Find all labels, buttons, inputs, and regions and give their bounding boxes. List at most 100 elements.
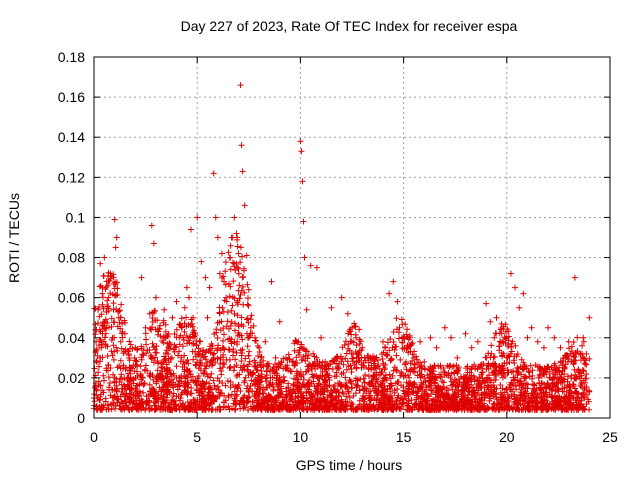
- data-point: [440, 399, 447, 406]
- data-point: [152, 349, 159, 356]
- data-point: [239, 253, 246, 260]
- data-point: [546, 374, 553, 381]
- data-point: [475, 363, 482, 370]
- data-point: [254, 343, 261, 350]
- data-point: [297, 369, 304, 376]
- data-point: [238, 357, 245, 364]
- data-point: [111, 292, 118, 299]
- data-point: [254, 391, 261, 398]
- data-point: [151, 308, 158, 315]
- data-point: [301, 345, 308, 352]
- data-point: [278, 383, 285, 390]
- data-point: [289, 397, 296, 404]
- data-point: [129, 345, 136, 352]
- data-point: [216, 365, 223, 372]
- data-point: [546, 385, 553, 392]
- data-point: [368, 362, 375, 369]
- data-point: [281, 398, 288, 405]
- data-point: [267, 368, 274, 375]
- data-point: [214, 355, 221, 362]
- data-point: [273, 397, 280, 404]
- data-point: [298, 341, 305, 348]
- data-point: [138, 396, 145, 403]
- data-point: [187, 322, 194, 329]
- data-point: [464, 406, 471, 413]
- data-point: [522, 374, 529, 381]
- data-point: [431, 405, 438, 412]
- data-point: [516, 304, 523, 311]
- data-point: [393, 343, 400, 350]
- data-point: [371, 365, 378, 372]
- data-point: [238, 142, 245, 149]
- data-point: [228, 234, 235, 241]
- data-point: [152, 326, 159, 333]
- data-point: [520, 404, 527, 411]
- y-tick-label: 0.06: [58, 290, 85, 306]
- data-point: [230, 367, 237, 374]
- data-point: [183, 314, 190, 321]
- data-point: [409, 382, 416, 389]
- data-point: [478, 371, 485, 378]
- data-point: [126, 399, 133, 406]
- data-point: [387, 388, 394, 395]
- data-point: [303, 348, 310, 355]
- data-point: [351, 360, 358, 367]
- data-point: [580, 393, 587, 400]
- data-point: [114, 399, 121, 406]
- data-point: [345, 330, 352, 337]
- y-tick-label: 0.08: [58, 250, 85, 266]
- data-point: [340, 361, 347, 368]
- data-point: [559, 405, 566, 412]
- data-point: [491, 400, 498, 407]
- data-point: [431, 362, 438, 369]
- data-point: [223, 294, 230, 301]
- data-point: [374, 406, 381, 413]
- data-point: [113, 305, 120, 312]
- data-point: [195, 372, 202, 379]
- data-point: [360, 392, 367, 399]
- data-point: [222, 259, 229, 266]
- data-point: [106, 380, 113, 387]
- data-point: [193, 406, 200, 413]
- data-point: [165, 386, 172, 393]
- data-point: [173, 343, 180, 350]
- data-point: [196, 351, 203, 358]
- data-point: [551, 334, 558, 341]
- data-point: [110, 342, 117, 349]
- data-point: [433, 344, 440, 351]
- data-point: [203, 396, 210, 403]
- data-point: [413, 356, 420, 363]
- data-point: [348, 338, 355, 345]
- data-point: [344, 310, 351, 317]
- data-point: [298, 357, 305, 364]
- data-point: [291, 347, 298, 354]
- data-point: [159, 406, 166, 413]
- data-point: [201, 385, 208, 392]
- data-point: [384, 339, 391, 346]
- data-point: [551, 382, 558, 389]
- data-point: [561, 371, 568, 378]
- data-point: [375, 402, 382, 409]
- data-point: [171, 331, 178, 338]
- data-point: [225, 394, 232, 401]
- data-point: [335, 393, 342, 400]
- data-point: [232, 356, 239, 363]
- data-point: [330, 357, 337, 364]
- data-point: [134, 382, 141, 389]
- data-point: [111, 216, 118, 223]
- data-point: [347, 326, 354, 333]
- data-point: [504, 354, 511, 361]
- data-point: [510, 357, 517, 364]
- data-point: [110, 306, 117, 313]
- data-point: [389, 344, 396, 351]
- data-point: [496, 330, 503, 337]
- data-point: [194, 214, 201, 221]
- data-point: [241, 289, 248, 296]
- data-point: [184, 356, 191, 363]
- data-point: [105, 273, 112, 280]
- data-point: [108, 323, 115, 330]
- data-point: [117, 314, 124, 321]
- data-point: [139, 374, 146, 381]
- data-point: [431, 380, 438, 387]
- data-point: [357, 376, 364, 383]
